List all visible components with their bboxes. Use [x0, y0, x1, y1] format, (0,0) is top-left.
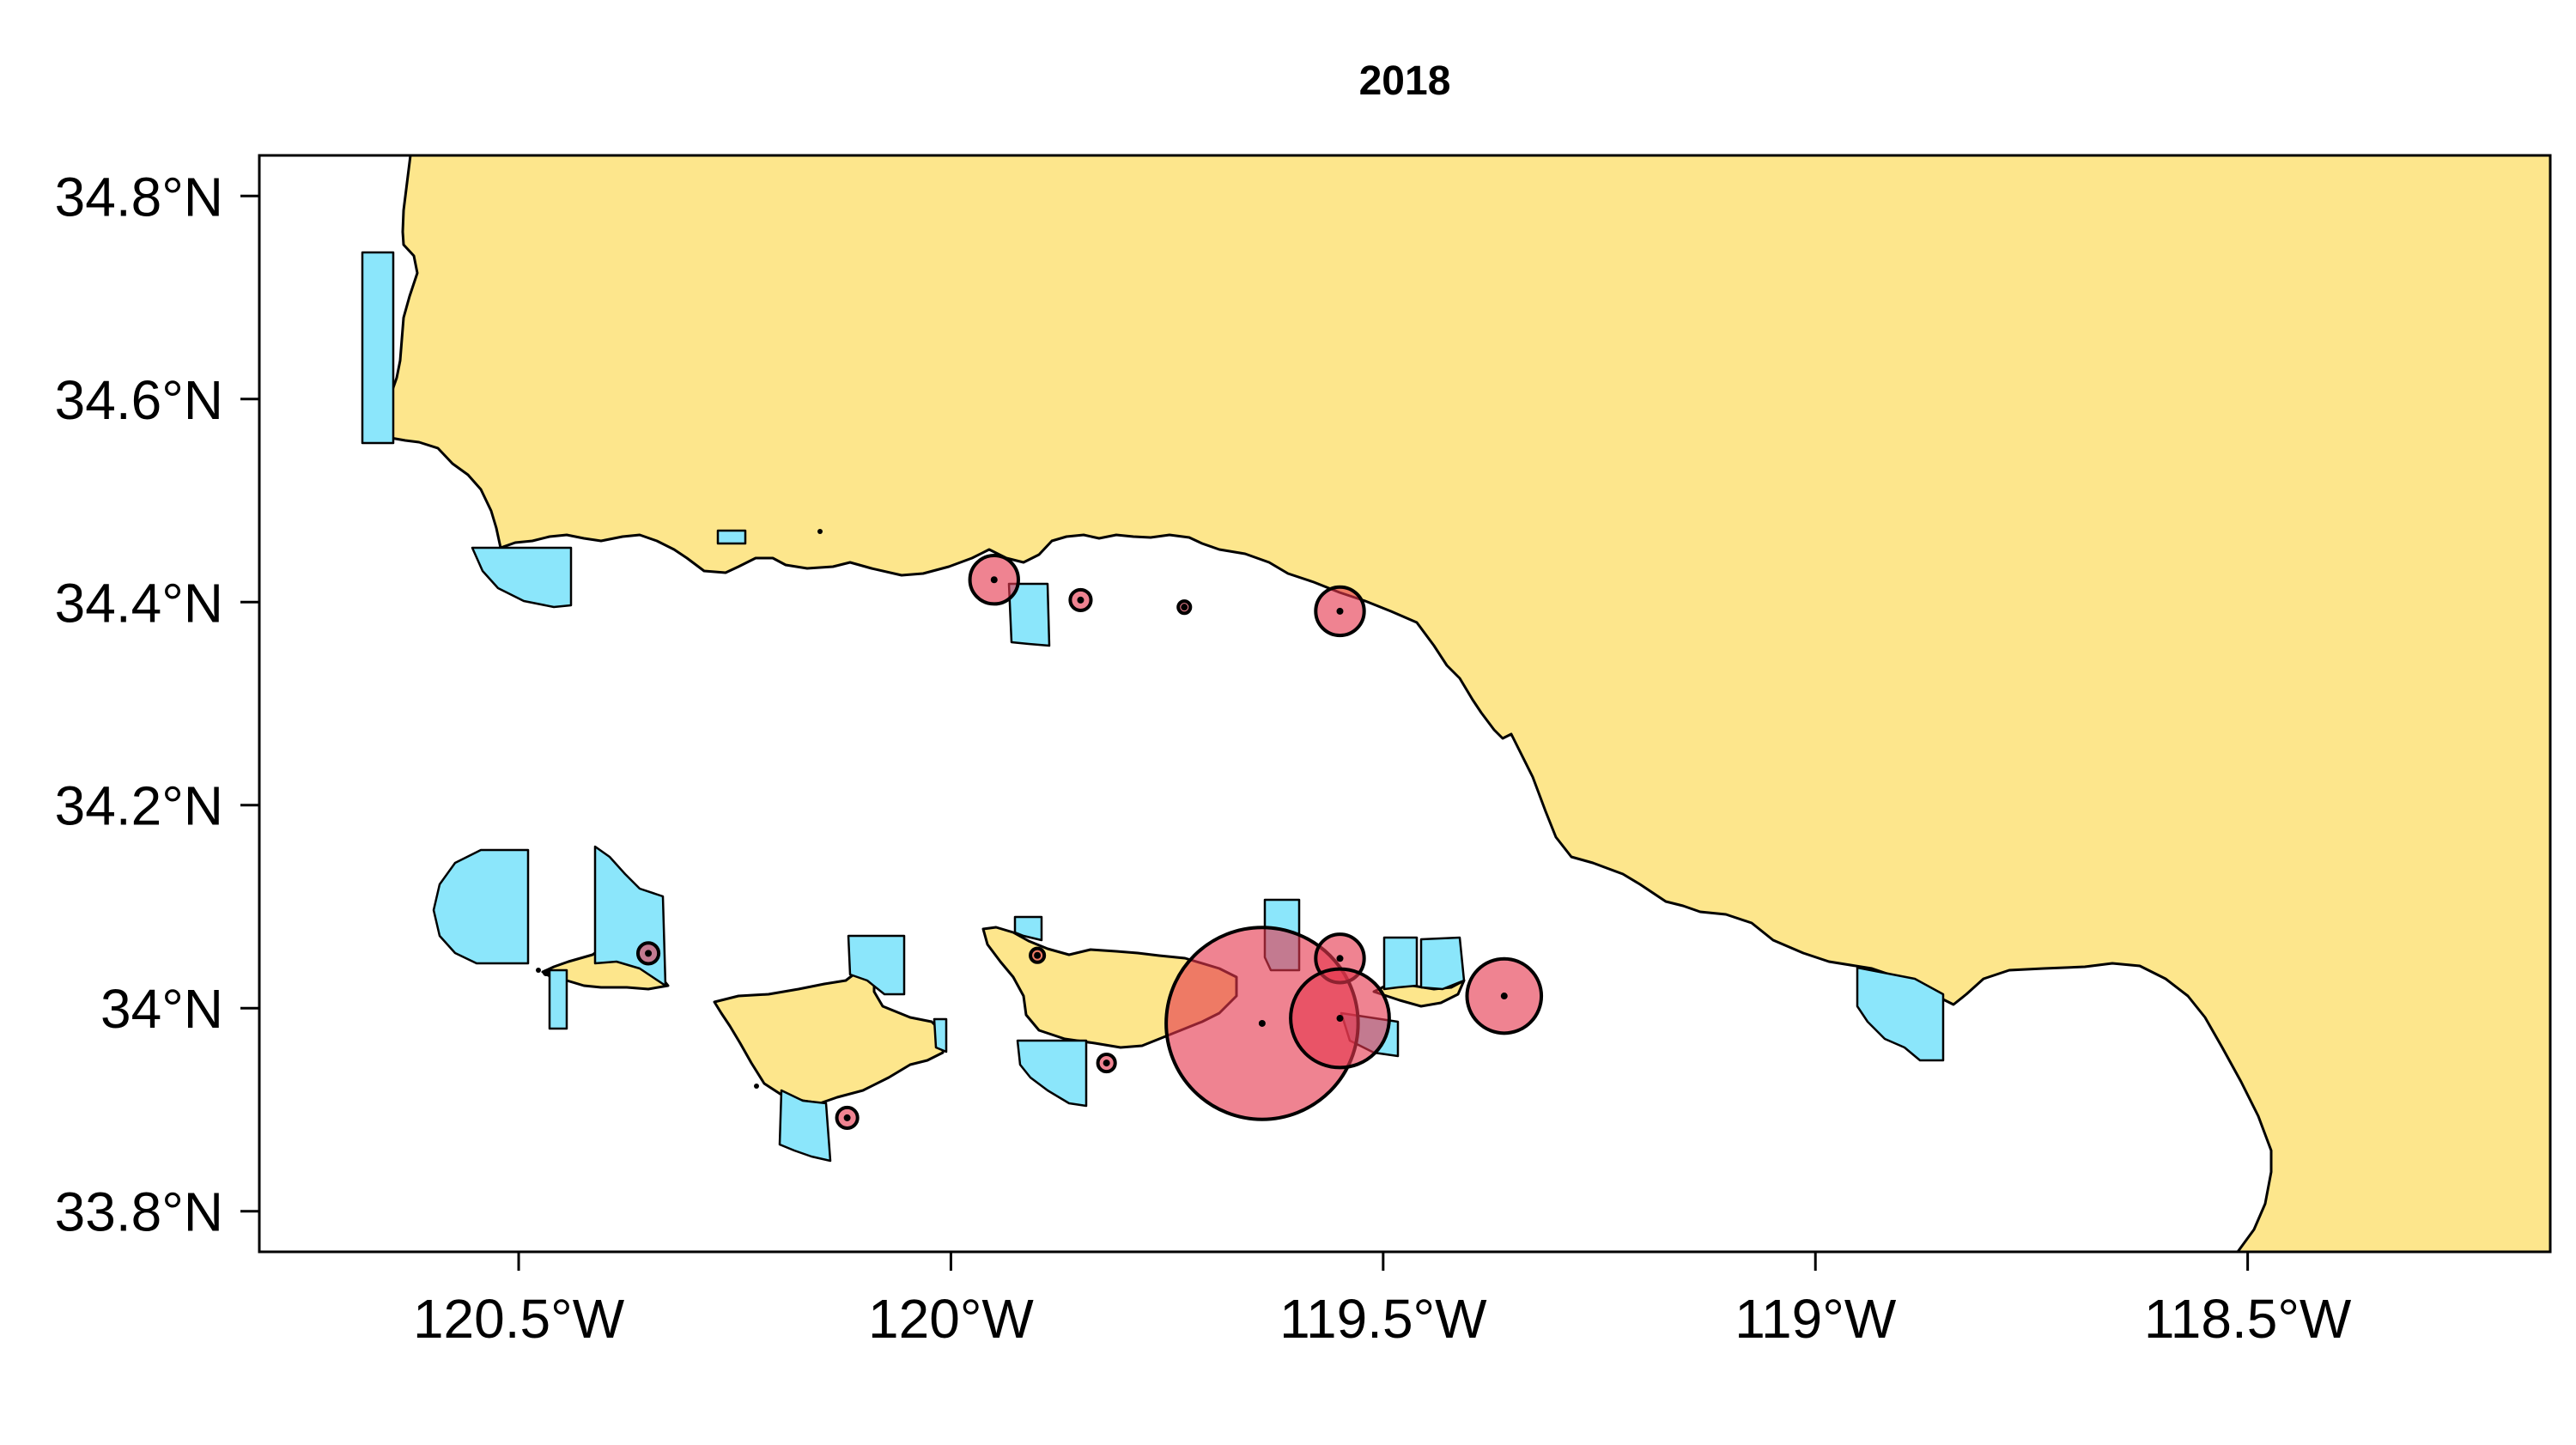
mpa-skunk-point	[933, 1017, 948, 1053]
x-tick-label-3: 119.5°W	[1279, 1288, 1487, 1350]
mpa-point-conception	[361, 251, 395, 445]
mpa-anacapa-east	[1382, 936, 1419, 991]
bubble-center-8	[843, 1114, 851, 1121]
santa-rosa-island	[713, 967, 946, 1105]
bubble-center-12	[1500, 993, 1508, 1000]
x-tick-label-4: 119°W	[1735, 1288, 1897, 1350]
x-tick-label-5: 118.5°W	[2144, 1288, 2352, 1350]
y-tick-label-5: 34°N	[100, 978, 223, 1040]
y-axis: 34.8°N 34.6°N 34.4°N 34.2°N 34°N 33.8°N	[55, 166, 259, 1243]
mpa-naples	[716, 529, 747, 545]
mpa-judith-rock	[548, 968, 568, 1030]
mpa-gull-island	[1016, 1039, 1088, 1108]
offshore-rocks	[536, 529, 823, 1089]
bubble-center-10	[1336, 955, 1344, 962]
bubble-center-2	[1077, 596, 1084, 604]
bubble-center-3	[1181, 604, 1188, 611]
mpa-point-dume	[1856, 966, 1945, 1062]
mpa-carrington-point	[847, 934, 906, 996]
y-tick-label-6: 33.8°N	[55, 1181, 223, 1243]
bubble-center-5	[645, 950, 653, 957]
x-tick-label-2: 120°W	[868, 1288, 1034, 1350]
bubble-center-4	[1336, 607, 1344, 615]
bubble-center-9	[1258, 1019, 1266, 1027]
mpa-anacapa-mid	[1419, 936, 1466, 991]
mainland-coast	[382, 155, 2550, 1252]
y-tick-label-2: 34.6°N	[55, 369, 223, 431]
mpa-south-point	[778, 1089, 832, 1163]
mpa-kashtayit	[471, 546, 573, 609]
mpa-harris-point	[432, 848, 530, 965]
x-axis: 120.5°W 120°W 119.5°W 119°W 118.5°W	[413, 1252, 2352, 1350]
y-tick-label-4: 34.2°N	[55, 775, 223, 837]
y-tick-label-1: 34.8°N	[55, 166, 223, 228]
bubble-layer	[635, 554, 1544, 1131]
y-tick-label-3: 34.4°N	[55, 572, 223, 634]
plot-frame	[258, 154, 2552, 1254]
map-title: 2018	[1359, 58, 1451, 104]
bubble-center-11	[1336, 1015, 1344, 1023]
bubble-center-7	[1103, 1059, 1110, 1067]
mpa-painted-cave	[1013, 915, 1043, 942]
x-tick-label-1: 120.5°W	[413, 1288, 625, 1350]
bubble-center-6	[1034, 951, 1042, 959]
map-area	[361, 155, 2550, 1252]
mpa-campus-point	[1007, 582, 1051, 647]
bubble-center-1	[990, 576, 998, 584]
